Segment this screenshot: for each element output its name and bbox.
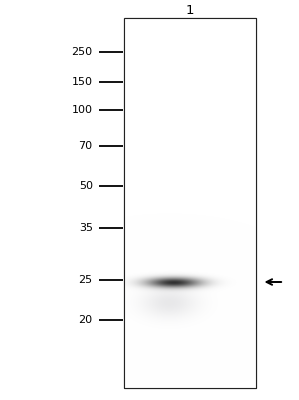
Text: 1: 1 — [186, 4, 194, 16]
Text: 50: 50 — [79, 181, 93, 191]
Bar — [124, 18, 256, 388]
Text: 250: 250 — [71, 47, 93, 57]
Text: 150: 150 — [72, 77, 93, 87]
Text: 70: 70 — [79, 141, 93, 151]
Text: 20: 20 — [79, 315, 93, 325]
Text: 25: 25 — [79, 275, 93, 285]
Bar — [124, 18, 256, 388]
Text: 100: 100 — [72, 105, 93, 115]
Text: 35: 35 — [79, 223, 93, 233]
